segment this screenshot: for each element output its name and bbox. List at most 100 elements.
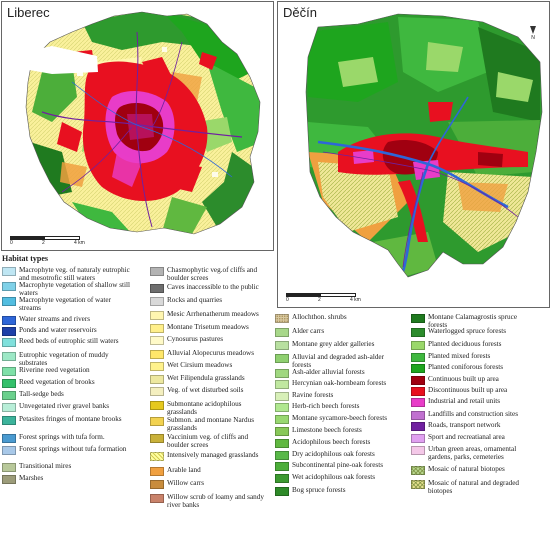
legend-label: Wet Cirsium meadows	[167, 361, 233, 369]
legend-item: Ravine forests	[275, 391, 400, 401]
legend-label: Ash-alder alluvial forests	[292, 368, 365, 376]
legend-swatch	[2, 338, 16, 347]
map-title: Liberec	[7, 5, 50, 20]
scale-segment	[10, 236, 46, 240]
legend-swatch	[150, 267, 164, 276]
legend-item: Intensively managed grasslands	[150, 451, 270, 461]
legend-swatch	[150, 362, 164, 371]
legend-item: Macrophyte vegetation of shallow still w…	[2, 281, 132, 298]
legend-label: Industrial and retail units	[428, 397, 501, 405]
legend-item: Planted coniforous forests	[411, 363, 536, 373]
legend-swatch	[275, 328, 289, 337]
legend-item: Montane Trisetum meadows	[150, 323, 270, 333]
scale-bar: 0 2 4 km	[10, 236, 85, 246]
legend-swatch	[275, 487, 289, 496]
legend-item: Macrophyte vegetation of water streams	[2, 296, 132, 313]
legend-item: Chasmophytic veg.of cliffs and boulder s…	[150, 266, 270, 283]
legend-swatch	[150, 324, 164, 333]
legend-swatch	[275, 314, 289, 323]
legend-swatch	[150, 350, 164, 359]
legend-swatch	[2, 267, 16, 276]
legend-swatch	[150, 375, 164, 384]
legend-item: Bog spruce forests	[275, 486, 400, 496]
legend-item: Alder carrs	[275, 327, 400, 337]
legend-swatch	[150, 401, 164, 410]
legend-label: Alder carrs	[292, 327, 325, 335]
legend-label: Caves inaccessible to the public	[167, 283, 259, 291]
legend-item: Continuous built up area	[411, 375, 536, 385]
legend-item: Forest springs with tufa form.	[2, 433, 132, 443]
legend-item: Mosaic of natural biotopes	[411, 465, 536, 475]
legend-label: Continuous built up area	[428, 375, 499, 383]
legend-swatch	[2, 434, 16, 443]
legend-label: Unvegetated river gravel banks	[19, 402, 110, 410]
scale-tick-label: 0	[286, 297, 289, 303]
legend-item: Sport and recreatianal area	[411, 433, 536, 443]
legend-label: Sport and recreatianal area	[428, 433, 505, 441]
legend-item: Marshes	[2, 474, 132, 484]
legend-item: Macrophyte veg. of naturaly eutrophic an…	[2, 266, 132, 283]
legend-swatch	[411, 376, 425, 385]
legend-label: Bog spruce forests	[292, 486, 346, 494]
legend-label: Allochthon. shrubs	[292, 313, 347, 321]
legend-swatch	[275, 369, 289, 378]
legend-label: Vaccinium veg. of cliffs and boulder scr…	[167, 433, 249, 450]
legend-label: Veg. of wet disturbed soils	[167, 386, 244, 394]
legend-swatch	[411, 364, 425, 373]
legend-swatch	[411, 466, 425, 475]
legend-item: Cynosurus pastures	[150, 335, 270, 345]
scale-tick-label: 4 km	[350, 297, 361, 303]
legend-swatch	[411, 398, 425, 407]
legend-swatch	[2, 446, 16, 455]
legend-item: Urban green areas, ornamental gardens, p…	[411, 445, 536, 462]
legend-item: Water streams and rivers	[2, 315, 132, 325]
legend-item: Veg. of wet disturbed soils	[150, 386, 270, 396]
legend-label: Macrophyte veg. of naturaly eutrophic an…	[19, 266, 130, 283]
legend-item: Montane Calamagrostis spruce forests	[411, 313, 536, 330]
legend-item: Planted mixed forests	[411, 352, 536, 362]
legend-label: Montane sycamore-beech forests	[292, 414, 387, 422]
legend-swatch	[275, 462, 289, 471]
legend-label: Urban green areas, ornamental gardens, p…	[428, 445, 517, 462]
legend-item: Arable land	[150, 466, 270, 476]
legend-swatch	[2, 391, 16, 400]
legend-item: Wet Filipendula grasslands	[150, 374, 270, 384]
legend-swatch	[411, 353, 425, 362]
liberec-habitat-map	[16, 11, 261, 235]
legend-item: Transitional mires	[2, 462, 132, 472]
legend-label: Intensively managed grasslands	[167, 451, 259, 459]
liberec-map-panel[interactable]: Liberec	[1, 1, 274, 251]
legend-item: Vaccinium veg. of cliffs and boulder scr…	[150, 433, 270, 450]
legend-label: Ravine forests	[292, 391, 334, 399]
legend-swatch	[150, 336, 164, 345]
legend-item: Subcontinental pine-oak forests	[275, 461, 400, 471]
legend-swatch	[150, 284, 164, 293]
legend-item: Hercynian oak-hornbeam forests	[275, 379, 400, 389]
legend-swatch	[275, 415, 289, 424]
legend-label: Discontinuous built up area	[428, 386, 508, 394]
legend-label: Subcontinental pine-oak forests	[292, 461, 384, 469]
legend-item: Herb-rich beech forests	[275, 402, 400, 412]
legend-swatch	[2, 379, 16, 388]
decin-map-panel[interactable]: Děčín	[277, 1, 550, 308]
legend-label: Wet acidophilous oak forests	[292, 473, 376, 481]
legend-label: Wet Filipendula grasslands	[167, 374, 245, 382]
legend-swatch	[411, 328, 425, 337]
legend-label: Alluvial and degraded ash-alder forests	[292, 353, 385, 370]
legend-label: Marshes	[19, 474, 44, 482]
legend-label: Eutrophic vegetation of muddy substrates	[19, 351, 109, 368]
legend-item: Landfills and construction sites	[411, 410, 536, 420]
legend-item: Planted deciduous forests	[411, 340, 536, 350]
legend-item: Tall-sedge beds	[2, 390, 132, 400]
legend-label: Herb-rich beech forests	[292, 402, 360, 410]
legend-label: Montane grey alder galleries	[292, 340, 375, 348]
legend-swatch	[150, 452, 164, 461]
scale-tick-label: 0	[10, 240, 13, 246]
legend-swatch	[2, 475, 16, 484]
legend-swatch	[275, 380, 289, 389]
scale-segment	[286, 293, 322, 297]
legend-label: Macrophyte vegetation of shallow still w…	[19, 281, 130, 298]
legend-label: Hercynian oak-hornbeam forests	[292, 379, 387, 387]
scale-tick-label: 4 km	[74, 240, 85, 246]
legend-swatch	[411, 480, 425, 489]
